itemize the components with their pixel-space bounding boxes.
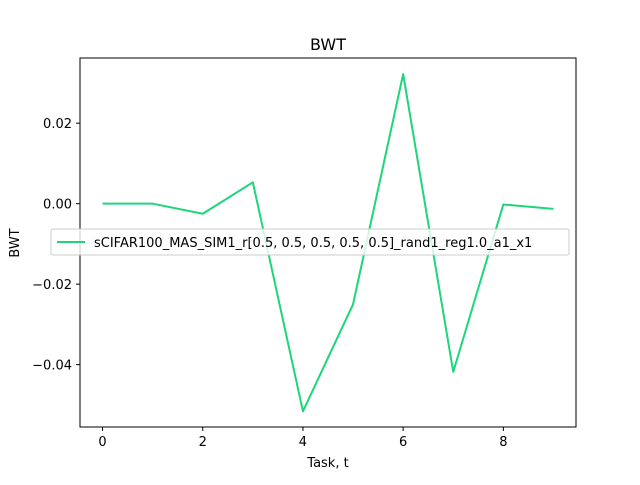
x-tick-label: 6	[399, 435, 407, 450]
x-tick-label: 4	[299, 435, 307, 450]
y-tick-label: −0.04	[32, 359, 72, 374]
legend-frame	[50, 228, 570, 256]
x-tick-label: 8	[499, 435, 507, 450]
series-layer	[102, 73, 554, 413]
legend-label: sCIFAR100_MAS_SIM1_r[0.5, 0.5, 0.5, 0.5,…	[94, 236, 532, 251]
y-tick-label: −0.02	[32, 278, 72, 293]
y-tick-label: 0.00	[43, 198, 72, 213]
x-axis-label: Task, t	[306, 456, 348, 471]
y-tick-label: 0.02	[43, 117, 72, 132]
x-tick-label: 0	[98, 435, 106, 450]
legend: sCIFAR100_MAS_SIM1_r[0.5, 0.5, 0.5, 0.5,…	[50, 228, 570, 256]
y-axis-label: BWT	[8, 228, 23, 257]
chart-title: BWT	[310, 35, 346, 54]
x-tick-label: 2	[199, 435, 207, 450]
series-line	[102, 73, 554, 413]
x-axis: 0 2 4 6 8	[98, 427, 507, 450]
y-axis: −0.04 −0.02 0.00 0.02	[32, 117, 80, 374]
